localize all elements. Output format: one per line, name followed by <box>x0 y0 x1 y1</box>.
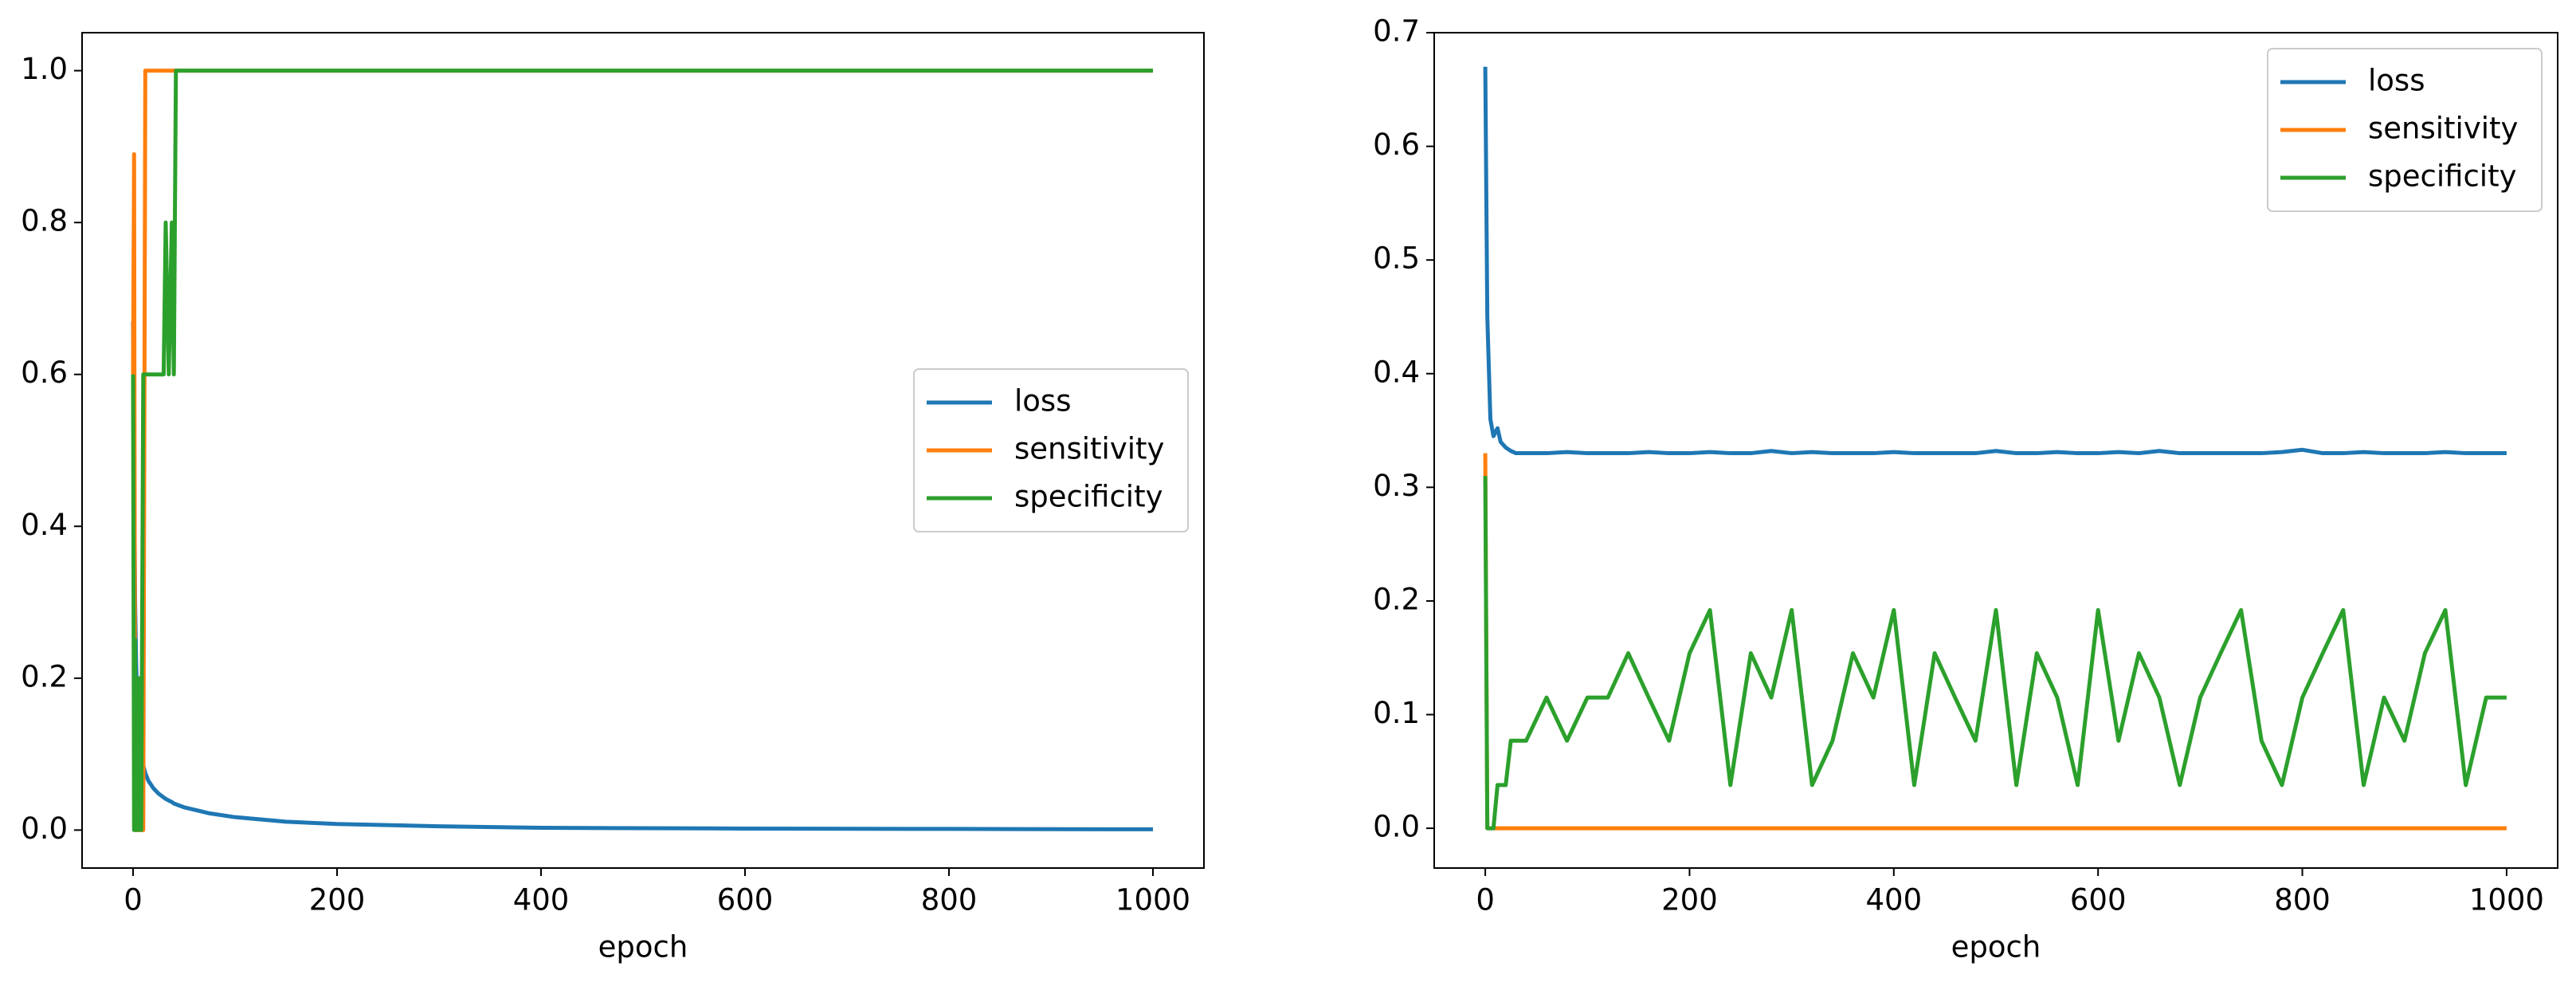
y-tick-label: 0.0 <box>21 811 68 846</box>
y-tick-label: 0.6 <box>21 356 68 390</box>
y-tick-label: 0.6 <box>1373 128 1420 162</box>
x-tick-label: 1000 <box>1115 883 1190 917</box>
series-line <box>1483 476 2507 831</box>
x-tick-label: 600 <box>717 883 774 917</box>
y-tick-label: 0.1 <box>1373 696 1420 730</box>
x-tick-label: 400 <box>513 883 570 917</box>
y-tick-label: 0.8 <box>21 204 68 238</box>
y-tick-label: 0.5 <box>1373 242 1420 276</box>
legend-label: loss <box>1014 384 1071 418</box>
legend-label: specificity <box>1014 480 1163 514</box>
x-tick-label: 200 <box>309 883 366 917</box>
x-tick-label: 200 <box>1661 883 1718 917</box>
series-line <box>131 69 1153 832</box>
legend-box <box>2267 48 2543 212</box>
legend-label: loss <box>2368 64 2425 98</box>
x-tick-label: 0 <box>1476 883 1495 917</box>
y-tick-label: 0.2 <box>21 659 68 693</box>
x-tick-label: 1000 <box>2469 883 2544 917</box>
y-tick-label: 0.3 <box>1373 469 1420 503</box>
x-axis-label: epoch <box>1951 930 2041 964</box>
x-tick-label: 800 <box>2274 883 2331 917</box>
y-tick-label: 0.4 <box>21 508 68 542</box>
y-tick-label: 0.4 <box>1373 355 1420 389</box>
x-tick-label: 400 <box>1866 883 1923 917</box>
y-tick-label: 0.2 <box>1373 582 1420 616</box>
legend-label: sensitivity <box>2368 112 2518 146</box>
plot-frame <box>81 32 1205 869</box>
legend-box <box>913 368 1189 532</box>
x-tick-label: 800 <box>921 883 978 917</box>
x-tick-label: 600 <box>2070 883 2127 917</box>
x-tick-label: 0 <box>124 883 143 917</box>
legend-label: specificity <box>2368 159 2516 194</box>
y-tick-label: 0.0 <box>1373 810 1420 844</box>
y-tick-label: 0.7 <box>1373 14 1420 49</box>
legend-label: sensitivity <box>1014 432 1164 466</box>
series-line <box>1483 66 2507 456</box>
series-line <box>1483 453 2507 831</box>
x-axis-label: epoch <box>598 930 688 964</box>
plot-frame <box>1433 32 2558 869</box>
y-tick-label: 1.0 <box>21 52 68 86</box>
